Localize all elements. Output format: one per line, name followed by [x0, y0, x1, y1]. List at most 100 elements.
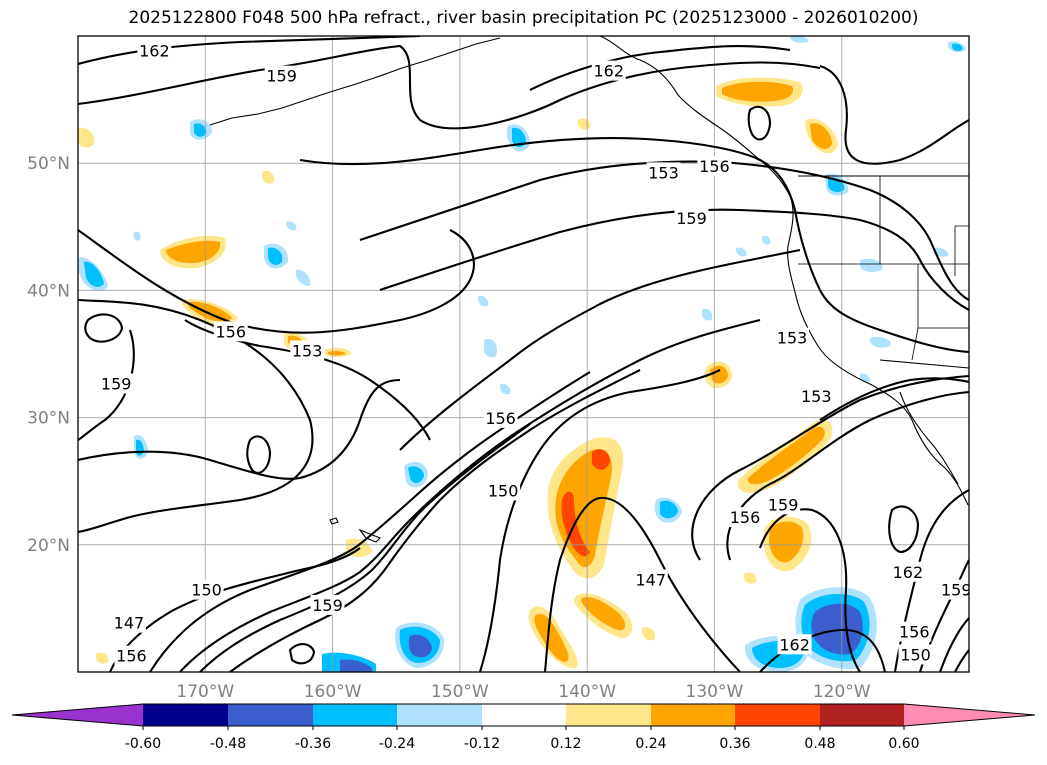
contour-label-bg [697, 156, 732, 177]
contour-label: 150 [191, 581, 222, 600]
contour-159-south-arc [229, 369, 641, 672]
contour-label: 159 [768, 495, 799, 514]
contour-label: 153 [777, 329, 808, 348]
contour-small-loop-2 [246, 435, 272, 474]
contour-label: 150 [900, 645, 931, 664]
colorbar-segment [482, 704, 566, 726]
colorbar-segment [566, 704, 651, 726]
contour-label-bg [777, 634, 812, 655]
contour-label-bg [486, 480, 521, 501]
colorbar-tick-label: 0.60 [888, 736, 919, 752]
contour-label-bg [264, 65, 299, 86]
colorbar-extend-high [904, 704, 1035, 726]
contour-label: 159 [676, 209, 707, 228]
lat-tick-label: 40°N [27, 281, 70, 301]
fill-positive-3 [561, 449, 610, 557]
contour-162-north-east [529, 45, 791, 91]
island-hawaii [329, 517, 381, 543]
contour-label-bg [137, 40, 172, 61]
contour-156-low-loop [691, 374, 969, 561]
contour-156-center-jet [399, 248, 801, 451]
lon-tick-label: 170°W [176, 682, 234, 702]
contour-159-north-loop [819, 64, 969, 165]
contour-label-bg [483, 407, 518, 428]
colorbar-tick-label: -0.12 [464, 736, 500, 752]
contour-159-west [78, 329, 135, 441]
contour-label: 159 [101, 375, 132, 394]
colorbar-segment [397, 704, 482, 726]
contour-label-bg [213, 321, 248, 342]
colorbar-segment [143, 704, 228, 726]
contour-label: 159 [266, 67, 297, 86]
contour-label: 147 [636, 570, 667, 589]
contour-label: 153 [292, 341, 323, 360]
lat-tick-label: 50°N [27, 154, 70, 174]
contour-label-bg [674, 208, 709, 229]
lon-tick-label: 130°W [686, 682, 744, 702]
contour-label: 162 [594, 62, 625, 81]
contour-label: 153 [801, 387, 832, 406]
contour-label-bg [898, 644, 933, 665]
colorbar-tick-label: 0.24 [635, 736, 666, 752]
contour-label-bg [114, 645, 149, 666]
fill-positive-7 [769, 521, 804, 563]
contour-159-north [78, 44, 821, 130]
border-states [798, 176, 969, 361]
contour-label: 156 [116, 647, 147, 666]
fill-positive-9 [534, 613, 569, 662]
contour-label: 156 [899, 623, 930, 642]
colorbar-segment [651, 704, 735, 726]
contour-label: 159 [312, 596, 343, 615]
map-area: 162 159 162 153 156 159 156 153 159 153 153 156 150 1… [78, 36, 969, 672]
contour-156-east [939, 617, 969, 672]
precipitation-fills [78, 36, 966, 672]
fill-positive-5 [747, 426, 825, 485]
contour-small-loop-3 [288, 643, 316, 665]
contour-label: 162 [139, 41, 170, 60]
contour-label-bg [633, 569, 668, 590]
fill-positive-19 [187, 301, 232, 322]
contour-label-bg [766, 494, 801, 515]
contour-label-bg [591, 60, 626, 81]
chart-title: 2025122800 F048 500 hPa refract., river … [128, 8, 919, 28]
lon-tick-label: 140°W [558, 682, 616, 702]
coastline-alaska-islands [209, 37, 501, 126]
contour-label-bg [890, 561, 925, 582]
contour-small-loop-1 [84, 313, 124, 343]
map-frame [77, 35, 970, 673]
contour-label-bg [939, 579, 969, 600]
contour-small-loop-4 [888, 505, 920, 554]
colorbar-tick-label: -0.60 [125, 736, 161, 752]
contour-147-south-arc [109, 547, 361, 672]
contour-147-trough [543, 496, 741, 672]
latitude-labels: 50°N 40°N 30°N 20°N [27, 154, 70, 556]
contour-162-north-loop [747, 105, 772, 141]
contour-162-north-west [78, 36, 421, 66]
fill-positive-15 [810, 123, 832, 149]
contour-label: 156 [485, 409, 516, 428]
colorbar-tick-label: 0.36 [719, 736, 750, 752]
colorbar-segment [820, 704, 904, 726]
contour-156-mid [359, 160, 969, 301]
contour-label: 156 [215, 322, 246, 341]
colorbar-tick-label: -0.24 [379, 736, 415, 752]
colorbar-tick-label: -0.48 [210, 736, 246, 752]
coastline-baja [899, 391, 959, 485]
lat-tick-label: 20°N [27, 536, 70, 556]
coastline-north-america [599, 36, 969, 506]
contour-labels: 162 159 162 153 156 159 156 153 159 153 153 156 150 1… [99, 40, 969, 666]
contour-label-bg [799, 386, 834, 407]
colorbar-tick-label: 0.12 [550, 736, 581, 752]
contour-label-bg [727, 507, 762, 528]
colorbar-segment [228, 704, 313, 726]
contour-label: 156 [699, 157, 730, 176]
colorbar-tick-label: -0.36 [295, 736, 331, 752]
fill-positive-11 [581, 597, 626, 631]
lat-tick-label: 30°N [27, 409, 70, 429]
fill-positive-17 [166, 240, 221, 264]
contour-label-bg [646, 162, 681, 183]
contour-label-bg [99, 373, 134, 394]
border-us-mexico [879, 359, 969, 369]
contour-label: 153 [648, 163, 679, 182]
fill-negative-12 [84, 261, 104, 287]
